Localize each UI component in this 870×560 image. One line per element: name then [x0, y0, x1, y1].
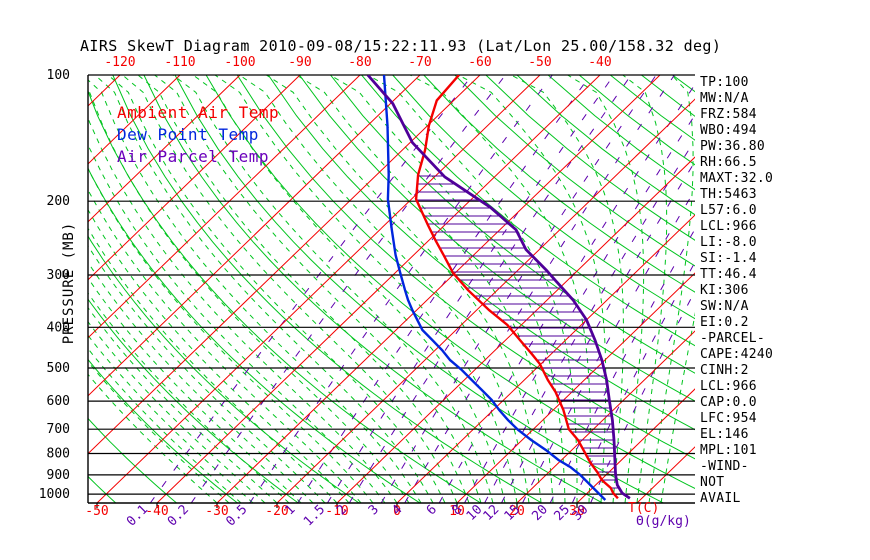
- temp-tick-label: -30: [205, 504, 228, 519]
- temp-tick-label: 30: [569, 504, 585, 519]
- curve-ambient-air-temp: [414, 75, 619, 500]
- stat-line: MPL:101: [700, 443, 757, 458]
- pressure-tick-label: 800: [47, 447, 70, 462]
- stat-line: MAXT:32.0: [700, 171, 774, 186]
- mixing-ratio-tick-label: 1.5: [301, 502, 328, 529]
- isotherm-grid: [88, 75, 695, 503]
- chart-title: AIRS SkewT Diagram 2010-09-08/15:22:11.9…: [80, 37, 722, 55]
- temp-tick-label: -20: [265, 504, 288, 519]
- temp-top-tick-label: -100: [224, 55, 255, 70]
- temp-top-tick-label: -60: [468, 55, 491, 70]
- stat-line: CAPE:4240: [700, 347, 774, 362]
- stat-line: EL:146: [700, 427, 749, 442]
- stat-line: LCL:966: [700, 219, 757, 234]
- curve-air-parcel-temp: [366, 75, 631, 500]
- curve-dew-point-temp: [382, 75, 607, 501]
- stat-line: L57:6.0: [700, 203, 757, 218]
- stat-line: TT:46.4: [700, 267, 757, 282]
- stat-line: FRZ:584: [700, 107, 757, 122]
- stat-line: CAP:0.0: [700, 395, 757, 410]
- legend-air-parcel-temp: Air Parcel Temp: [117, 147, 269, 166]
- stat-line: MW:N/A: [700, 91, 749, 106]
- pressure-tick-label: 100: [47, 68, 70, 83]
- stat-line: RH:66.5: [700, 155, 757, 170]
- stat-line: TH:5463: [700, 187, 757, 202]
- mixing-ratio-tick-label: 3: [366, 502, 382, 518]
- pressure-tick-label: 500: [47, 361, 70, 376]
- stat-line: LI:-8.0: [700, 235, 757, 250]
- mixing-ratio-tick-label: 0.2: [165, 502, 192, 529]
- temp-tick-label: 10: [449, 504, 465, 519]
- temp-top-tick-label: -90: [288, 55, 311, 70]
- pressure-tick-label: 1000: [39, 487, 70, 502]
- temp-tick-label: -50: [85, 504, 108, 519]
- mixing-ratio-grid: [149, 75, 695, 503]
- stat-line: SI:-1.4: [700, 251, 757, 266]
- temp-top-tick-label: -80: [348, 55, 371, 70]
- pressure-grid: [87, 74, 695, 508]
- pressure-tick-label: 700: [47, 422, 70, 437]
- pressure-axis-label: PRESSURE (MB): [61, 221, 77, 345]
- temp-tick-label: 20: [509, 504, 525, 519]
- legend-dew-point-temp: Dew Point Temp: [117, 125, 259, 144]
- stat-line: -PARCEL-: [700, 331, 766, 346]
- stat-line: SW:N/A: [700, 299, 749, 314]
- temperature-axis-label: T(C): [628, 501, 660, 516]
- pressure-tick-label: 600: [47, 394, 70, 409]
- temp-top-tick-label: -50: [528, 55, 551, 70]
- temp-tick-label: -40: [145, 504, 168, 519]
- stat-line: PW:36.80: [700, 139, 766, 154]
- temp-top-tick-label: -70: [408, 55, 431, 70]
- pressure-tick-label: 300: [47, 268, 70, 283]
- temp-top-tick-label: -110: [164, 55, 195, 70]
- mixing-ratio-tick-label: 6: [424, 502, 440, 518]
- pressure-tick-label: 400: [47, 320, 70, 335]
- temp-tick-label: 0: [393, 504, 401, 519]
- mixing-ratio-tick-label: 20: [529, 502, 551, 524]
- temp-top-tick-label: -40: [588, 55, 611, 70]
- pressure-tick-label: 200: [47, 194, 70, 209]
- stat-line: CINH:2: [700, 363, 749, 378]
- stat-line: TP:100: [700, 75, 749, 90]
- cape-hatch-area: [416, 175, 620, 489]
- temp-top-tick-label: -120: [104, 55, 135, 70]
- mixing-ratio-axis-label: Θ(g/kg): [636, 514, 691, 529]
- pressure-tick-label: 900: [47, 468, 70, 483]
- stat-line: AVAIL: [700, 491, 741, 506]
- mixing-ratio-tick-label: 12: [481, 502, 503, 524]
- stat-line: LFC:954: [700, 411, 757, 426]
- temp-tick-label: -10: [325, 504, 348, 519]
- stat-line: EI:0.2: [700, 315, 749, 330]
- stat-line: KI:306: [700, 283, 749, 298]
- stat-line: WBO:494: [700, 123, 757, 138]
- stat-line: NOT: [700, 475, 725, 490]
- stat-line: -WIND-: [700, 459, 749, 474]
- legend-ambient-air-temp: Ambient Air Temp: [117, 103, 280, 122]
- stat-line: LCL:966: [700, 379, 757, 394]
